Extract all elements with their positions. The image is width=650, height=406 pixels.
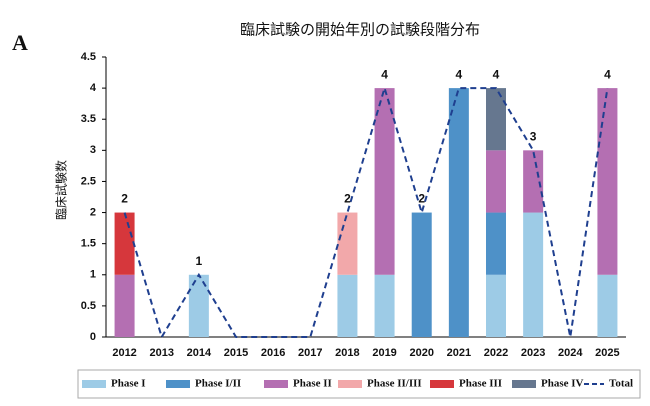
legend-label: Phase I: [111, 378, 146, 390]
chart-title: 臨床試験の開始年別の試験段階分布: [240, 21, 480, 39]
legend-swatch: [430, 380, 454, 388]
data-label: 3: [530, 130, 537, 144]
x-tick-label: 2019: [372, 347, 396, 359]
x-tick-label: 2015: [224, 347, 248, 359]
legend-label: Phase II/III: [367, 378, 422, 390]
bar-segment: [114, 274, 135, 337]
legend-label: Phase III: [459, 378, 502, 390]
y-axis-label: 臨床試験数: [54, 160, 69, 220]
data-label: 2: [121, 192, 128, 206]
bar-segment: [337, 274, 358, 337]
panel-label: A: [12, 30, 28, 55]
bar-segment: [114, 212, 135, 275]
data-label: 2: [418, 192, 425, 206]
bar-segment: [337, 212, 358, 275]
data-label: 2: [344, 192, 351, 206]
bar-segment: [523, 212, 544, 337]
y-tick-label: 3: [90, 144, 96, 156]
y-tick-label: 4.5: [81, 51, 96, 63]
bar-segment: [411, 212, 432, 337]
x-tick-label: 2023: [521, 347, 545, 359]
legend-label: Phase II: [293, 378, 332, 390]
data-label: 1: [196, 254, 203, 268]
y-tick-label: 1.5: [81, 238, 96, 250]
bar-segment: [486, 274, 506, 337]
legend-swatch: [166, 380, 190, 388]
legend-swatch: [512, 380, 536, 388]
bar-segment: [486, 150, 506, 213]
y-tick-label: 2: [90, 206, 96, 218]
legend-label: Phase I/II: [195, 378, 241, 390]
x-tick-label: 2025: [595, 347, 619, 359]
bar-segment: [188, 274, 209, 337]
legend-swatch: [264, 380, 288, 388]
x-tick-label: 2021: [447, 347, 471, 359]
bar-segment: [523, 150, 544, 213]
bar-segment: [374, 274, 395, 337]
x-tick-label: 2013: [149, 347, 173, 359]
y-tick-label: 0: [90, 331, 96, 343]
data-label: 4: [604, 67, 611, 81]
data-label: 4: [493, 67, 500, 81]
bar-segment: [448, 88, 469, 337]
bar-segment: [486, 88, 506, 151]
y-tick-label: 4: [90, 82, 97, 94]
bar-segment: [486, 212, 506, 275]
legend-box: [77, 369, 641, 399]
x-tick-label: 2020: [409, 347, 433, 359]
x-tick-label: 2022: [484, 347, 508, 359]
x-tick-label: 2012: [112, 347, 136, 359]
total-line: [123, 84, 609, 340]
legend-swatch: [82, 380, 106, 388]
bar-segment: [374, 88, 395, 275]
legend-label: Total: [609, 378, 633, 390]
data-label: 4: [381, 67, 388, 81]
y-tick-label: 2.5: [81, 175, 96, 187]
data-label: 4: [456, 67, 463, 81]
x-tick-label: 2014: [187, 347, 212, 359]
x-tick-label: 2024: [558, 347, 583, 359]
x-tick-label: 2017: [298, 347, 322, 359]
y-tick-label: 3.5: [81, 113, 96, 125]
legend-swatch: [338, 380, 362, 388]
x-tick-label: 2016: [261, 347, 285, 359]
y-tick-label: 1: [90, 269, 96, 281]
y-tick-label: 0.5: [81, 300, 96, 312]
bar-segment: [597, 88, 618, 275]
legend-label: Phase IV: [541, 378, 584, 390]
bar-segment: [597, 274, 618, 337]
x-tick-label: 2018: [335, 347, 359, 359]
